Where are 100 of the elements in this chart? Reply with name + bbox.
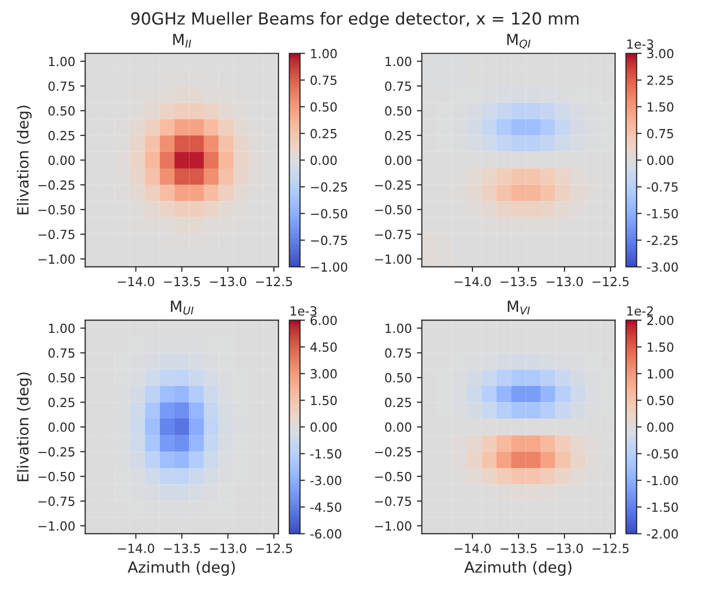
- color-bar-label: -6.00: [310, 529, 342, 539]
- color-bar-label: -1.50: [310, 449, 342, 459]
- y-tick-label: 0.75: [385, 348, 412, 358]
- y-tick-label: −0.25: [375, 180, 412, 190]
- x-tick-label: −14.0: [454, 544, 491, 554]
- x-tick-label: −13.5: [164, 544, 200, 554]
- color-bar-label: 1.50: [648, 102, 674, 112]
- y-tick-label: 1.00: [49, 56, 75, 66]
- color-bar-label: −1.00: [311, 262, 348, 272]
- y-tick-label: 0.25: [385, 398, 412, 408]
- y-tick-label: 1.00: [386, 56, 412, 66]
- y-tick-label: −1.00: [375, 254, 412, 264]
- color-bar-label: 1.50: [648, 342, 674, 352]
- y-tick-label: 0.25: [385, 130, 412, 140]
- x-tick-label: −14.0: [118, 276, 154, 286]
- color-bar-label: -0.75: [646, 182, 678, 192]
- chart-title: M$_{II}$: [173, 34, 192, 48]
- chart-title: M$_{UI}$: [170, 300, 194, 315]
- y-tick-label: −0.25: [375, 447, 412, 457]
- color-bar-label: 0.00: [310, 422, 337, 432]
- y-tick-label: −1.00: [38, 521, 75, 531]
- y-tick-label: 0.00: [48, 422, 75, 432]
- x-tick-label: −13.5: [500, 544, 537, 554]
- color-bar-label: -3.00: [310, 476, 342, 486]
- color-bar-label: −0.25: [311, 182, 347, 192]
- color-bar-label: -2.00: [646, 529, 678, 539]
- y-tick-label: −0.25: [38, 447, 74, 457]
- color-bar-label: 2.25: [647, 76, 674, 85]
- y-tick-label: 1.00: [386, 324, 412, 334]
- y-tick-label: 0.00: [385, 422, 412, 432]
- y-tick-label: −0.75: [38, 230, 74, 240]
- y-tick-label: −0.50: [38, 205, 75, 214]
- color-bar-title: 1e-2: [627, 306, 653, 316]
- x-tick-label: −14.0: [454, 276, 491, 286]
- color-bar-label: 4.50: [310, 342, 337, 352]
- y-tick-label: −0.50: [375, 205, 412, 214]
- y-tick-label: 0.75: [385, 81, 412, 91]
- chart-title: M$_{QI}$: [507, 34, 530, 49]
- color-bar-label: 6.00: [310, 316, 337, 326]
- y-tick-label: −0.75: [38, 496, 74, 506]
- y-tick-label: 0.00: [48, 156, 75, 166]
- color-bar-title: 1e-3: [290, 306, 316, 316]
- y-tick-label: 0.50: [48, 106, 75, 116]
- y-tick-label: −0.50: [375, 472, 412, 482]
- y-axis-title: Elivation (deg): [16, 106, 32, 214]
- y-tick-label: 0.25: [48, 398, 74, 408]
- y-tick-label: 0.50: [385, 106, 412, 116]
- color-bar-label: -2.25: [646, 236, 678, 246]
- color-bar-label: 0.00: [310, 156, 337, 166]
- color-bar-label: 3.00: [310, 369, 337, 379]
- color-bar-label: -1.00: [646, 476, 678, 486]
- x-tick-label: −13.5: [500, 276, 537, 286]
- y-tick-label: −0.75: [375, 230, 412, 240]
- x-tick-label: −13.0: [210, 276, 246, 286]
- color-bar-title: 1e-3: [627, 39, 654, 49]
- color-bar-label: 0.75: [310, 76, 336, 85]
- color-bar-label: -0.50: [646, 449, 678, 459]
- x-axis-title: Azimuth (deg): [464, 561, 572, 576]
- text: 90GHz Mueller Beams for edge detector, x = 120 mm: [131, 12, 578, 28]
- color-bar-label: 0.50: [647, 396, 674, 406]
- y-tick-label: 0.75: [48, 348, 74, 358]
- x-tick-label: −13.0: [546, 276, 583, 286]
- color-bar-label: 0.50: [310, 102, 337, 112]
- x-tick-label: −13.0: [210, 544, 246, 554]
- x-tick-label: −12.5: [592, 276, 629, 286]
- color-bar-label: -1.50: [646, 502, 678, 512]
- x-tick-label: −12.5: [592, 544, 629, 554]
- y-tick-label: 0.50: [48, 373, 75, 382]
- chart-title: M$_{VI}$: [508, 300, 530, 314]
- y-tick-label: −1.00: [38, 254, 75, 264]
- color-bar-label: 2.00: [647, 316, 674, 326]
- color-bar-label: 3.00: [647, 48, 674, 58]
- y-tick-label: 0.25: [48, 130, 74, 140]
- x-tick-label: −12.5: [256, 276, 292, 286]
- color-bar-label: 1.00: [311, 48, 337, 58]
- color-bar-label: -1.50: [646, 208, 678, 218]
- color-bar-label: 1.00: [648, 369, 674, 379]
- color-bar-label: 0.75: [647, 128, 674, 138]
- y-tick-label: −0.75: [375, 496, 412, 506]
- y-tick-label: 1.00: [49, 324, 75, 334]
- x-tick-label: −13.0: [546, 544, 583, 554]
- y-tick-label: 0.50: [385, 373, 412, 382]
- x-tick-label: −12.5: [256, 544, 292, 554]
- y-tick-label: −0.50: [38, 472, 75, 482]
- y-tick-label: 0.75: [48, 81, 74, 91]
- y-tick-label: −1.00: [375, 521, 412, 531]
- y-axis-title: Elivation (deg): [16, 372, 32, 482]
- x-tick-label: −13.5: [164, 276, 200, 286]
- x-tick-label: −14.0: [118, 544, 154, 554]
- color-bar-label: 0.00: [647, 422, 674, 432]
- x-axis-title: Azimuth (deg): [128, 561, 235, 576]
- color-bar-label: 1.50: [311, 396, 337, 406]
- color-bar-label: -3.00: [646, 262, 678, 272]
- color-bar-label: −0.75: [311, 236, 347, 246]
- y-tick-label: −0.25: [38, 180, 74, 190]
- color-bar-label: −0.50: [311, 208, 348, 218]
- color-bar-label: -4.50: [310, 502, 342, 512]
- y-tick-label: 0.00: [385, 156, 412, 166]
- color-bar-label: 0.00: [647, 156, 674, 166]
- color-bar-label: 0.25: [310, 128, 336, 138]
